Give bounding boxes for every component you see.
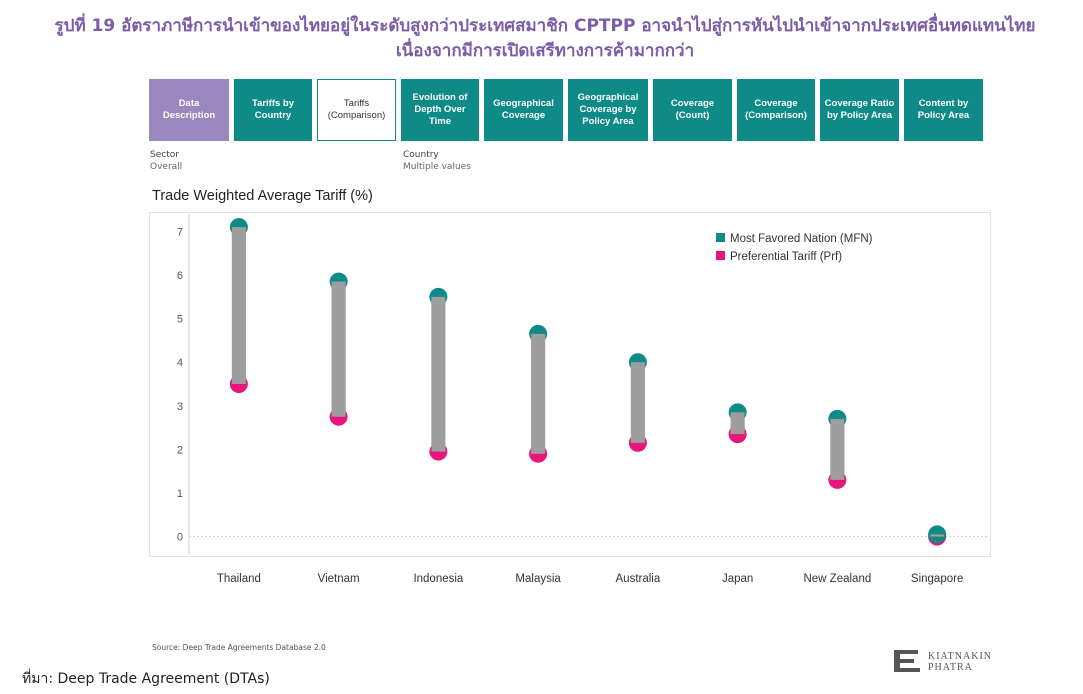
tab-3[interactable]: Evolution of Depth Over Time: [401, 79, 479, 141]
tab-0[interactable]: Data Description: [149, 79, 229, 141]
connector-bar-overlay: [830, 418, 845, 480]
sector-filter-value: Overall: [150, 162, 183, 172]
kiatnakin-phatra-logo: KIATNAKIN PHATRA: [892, 648, 992, 676]
figure-title: รูปที่ 19 อัตราภาษีการนำเข้าของไทยอยู่ใน…: [20, 14, 1070, 64]
y-tick-label: 4: [177, 357, 183, 369]
sector-filter[interactable]: Sector Overall: [150, 149, 182, 173]
x-tick-label: Indonesia: [413, 573, 463, 585]
figure-source: ที่มา: Deep Trade Agreement (DTAs): [22, 671, 270, 687]
country-filter-value: Multiple values: [403, 162, 471, 172]
tab-5[interactable]: Geographical Coverage by Policy Area: [568, 79, 648, 141]
chart-frame: [149, 212, 991, 557]
y-tick-label: 3: [177, 401, 183, 413]
y-tick-label: 0: [177, 532, 183, 544]
figure-title-line1: รูปที่ 19 อัตราภาษีการนำเข้าของไทยอยู่ใน…: [54, 16, 1036, 36]
x-tick-label: Malaysia: [515, 573, 561, 585]
country-filter[interactable]: Country Multiple values: [403, 149, 471, 173]
connector-bar-overlay: [331, 281, 346, 417]
x-tick-label: Thailand: [217, 573, 261, 585]
connector-bar-overlay: [630, 362, 645, 443]
x-tick-label: New Zealand: [803, 573, 871, 585]
country-filter-label: Country: [403, 150, 439, 160]
y-tick-label: 5: [177, 314, 183, 326]
legend-label: Preferential Tariff (Prf): [730, 251, 842, 263]
tab-8[interactable]: Coverage Ratio by Policy Area: [820, 79, 899, 141]
y-tick-label: 7: [177, 226, 183, 238]
connector-bar-overlay: [930, 534, 945, 537]
y-tick-label: 1: [177, 488, 183, 500]
y-tick-label: 2: [177, 444, 183, 456]
legend-swatch: [716, 233, 725, 242]
chart-title: Trade Weighted Average Tariff (%): [152, 188, 373, 204]
legend-label: Most Favored Nation (MFN): [730, 233, 873, 245]
logo-line2: PHATRA: [928, 662, 973, 673]
x-tick-label: Singapore: [911, 573, 963, 585]
tab-1[interactable]: Tariffs by Country: [234, 79, 312, 141]
x-tick-label: Vietnam: [318, 573, 360, 585]
chart-source-note: Source: Deep Trade Agreements Database 2…: [152, 643, 326, 652]
tab-9[interactable]: Content by Policy Area: [904, 79, 983, 141]
connector-bar-overlay: [431, 296, 446, 452]
tab-7[interactable]: Coverage (Comparison): [737, 79, 815, 141]
connector-bar-overlay: [730, 412, 745, 435]
figure-title-line2: เนื่องจากมีการเปิดเสรีทางการค้ามากกว่า: [395, 41, 695, 61]
y-tick-label: 6: [177, 270, 183, 282]
connector-bar-overlay: [231, 227, 246, 384]
connector-bar-overlay: [531, 333, 546, 454]
sector-filter-label: Sector: [150, 150, 179, 160]
logo-line1: KIATNAKIN: [928, 651, 992, 662]
x-tick-label: Japan: [722, 573, 753, 585]
tab-4[interactable]: Geographical Coverage: [484, 79, 563, 141]
x-tick-label: Australia: [616, 573, 661, 585]
tab-2[interactable]: Tariffs (Comparison): [317, 79, 396, 141]
tariff-chart: 0 1 2 3 4 5 6 7 Thailand Vietnam Indonesia Malaysia…: [149, 212, 991, 585]
tab-6[interactable]: Coverage (Count): [653, 79, 732, 141]
logo-mark-icon: [894, 650, 920, 672]
legend-swatch: [716, 251, 725, 260]
